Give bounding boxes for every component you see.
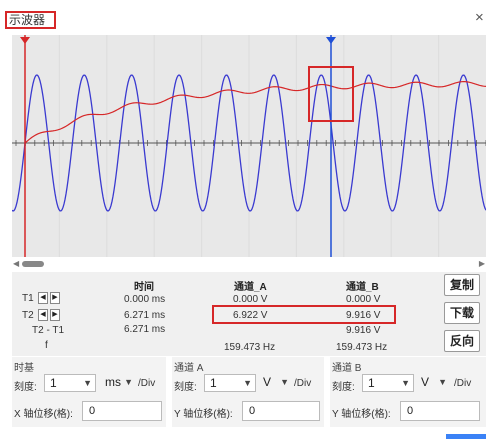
window-title: 示波器 xyxy=(5,11,56,29)
channel-b-group: 通道 B 刻度: 1 ▼ V ▼ /Div Y 轴位移(格): 0 xyxy=(330,357,486,427)
chevron-down-icon: ▼ xyxy=(280,377,289,387)
delta-time: 6.271 ms xyxy=(124,324,166,335)
timebase-unit-select[interactable]: ms ▼ xyxy=(105,375,133,389)
highlight-box xyxy=(308,66,354,122)
channel-b-header: 通道_B xyxy=(346,282,379,293)
measurement-panel: 时间 通道_A 通道_B T1 ◀ ▶ 0.000 ms 0.000 V 0.0… xyxy=(12,272,486,356)
channel-b-unit-suffix: /Div xyxy=(454,378,472,389)
status-edge xyxy=(446,434,486,439)
t1-time: 0.000 ms xyxy=(124,294,166,305)
t1-channel-b: 0.000 V xyxy=(346,294,381,305)
channel-b-unit-select[interactable]: V ▼ xyxy=(421,375,447,389)
row-t2-label: T2 xyxy=(22,310,34,321)
y-offset-a-input[interactable]: 0 xyxy=(242,401,320,421)
row-delta-label: T2 - T1 xyxy=(32,325,65,336)
grid xyxy=(58,35,440,257)
channel-a-unit-select[interactable]: V ▼ xyxy=(263,375,289,389)
timebase-scale-select[interactable]: 1 ▼ xyxy=(44,374,96,392)
channel-a-title: 通道 A xyxy=(174,363,204,374)
highlight-box-values xyxy=(212,305,396,324)
scroll-right-icon[interactable]: ▶ xyxy=(478,259,485,268)
chevron-down-icon: ▼ xyxy=(243,378,252,388)
frequency-channel-b: 159.473 Hz xyxy=(336,342,388,353)
t1-left-icon[interactable]: ◀ xyxy=(38,292,48,304)
t1-channel-a: 0.000 V xyxy=(233,294,268,305)
chevron-down-icon: ▼ xyxy=(438,377,447,387)
timebase-scale-label: 刻度: xyxy=(14,382,37,393)
cursor-t2-marker-icon[interactable] xyxy=(326,37,336,44)
close-icon[interactable]: × xyxy=(475,9,484,26)
x-offset-input[interactable]: 0 xyxy=(82,401,162,421)
y-offset-b-label: Y 轴位移(格): xyxy=(332,409,391,420)
channel-a-header: 通道_A xyxy=(234,282,267,293)
frequency-channel-a: 159.473 Hz xyxy=(224,342,276,353)
timebase-title: 时基 xyxy=(14,363,34,374)
chevron-down-icon: ▼ xyxy=(83,378,92,388)
time-header: 时间 xyxy=(134,282,154,293)
x-offset-label: X 轴位移(格): xyxy=(14,409,73,420)
cursor-t1-marker-icon[interactable] xyxy=(20,37,30,44)
t2-channel-a: 6.922 V xyxy=(233,310,268,321)
scroll-left-icon[interactable]: ◀ xyxy=(13,259,20,268)
channel-b-scale-select[interactable]: 1 ▼ xyxy=(362,374,414,392)
t2-right-icon[interactable]: ▶ xyxy=(50,309,60,321)
t2-left-icon[interactable]: ◀ xyxy=(38,309,48,321)
reverse-button[interactable]: 反向 xyxy=(444,330,480,352)
horizontal-scrollbar[interactable]: ◀ ▶ xyxy=(12,257,486,271)
timebase-unit-suffix: /Div xyxy=(138,378,156,389)
channel-a-scale-label: 刻度: xyxy=(174,382,197,393)
waveform-plot xyxy=(11,35,487,257)
scroll-thumb[interactable] xyxy=(22,261,44,267)
channel-b-trace xyxy=(11,74,487,212)
channel-a-trace xyxy=(24,81,487,144)
channel-b-title: 通道 B xyxy=(332,363,362,374)
y-offset-b-input[interactable]: 0 xyxy=(400,401,480,421)
t2-time: 6.271 ms xyxy=(124,310,166,321)
t2-channel-b: 9.916 V xyxy=(346,310,381,321)
row-frequency-label: f xyxy=(45,340,48,351)
row-t1-label: T1 xyxy=(22,293,34,304)
copy-button[interactable]: 复制 xyxy=(444,274,480,296)
delta-channel-b: 9.916 V xyxy=(346,325,381,336)
chevron-down-icon: ▼ xyxy=(401,378,410,388)
channel-a-unit-suffix: /Div xyxy=(294,378,312,389)
y-offset-a-label: Y 轴位移(格): xyxy=(174,409,233,420)
t1-right-icon[interactable]: ▶ xyxy=(50,292,60,304)
channel-a-group: 通道 A 刻度: 1 ▼ V ▼ /Div Y 轴位移(格): 0 xyxy=(172,357,324,427)
oscilloscope-display xyxy=(11,35,487,257)
timebase-group: 时基 刻度: 1 ▼ ms ▼ /Div X 轴位移(格): 0 xyxy=(12,357,166,427)
download-button[interactable]: 下载 xyxy=(444,302,480,324)
channel-b-scale-label: 刻度: xyxy=(332,382,355,393)
chevron-down-icon: ▼ xyxy=(124,377,133,387)
channel-a-scale-select[interactable]: 1 ▼ xyxy=(204,374,256,392)
